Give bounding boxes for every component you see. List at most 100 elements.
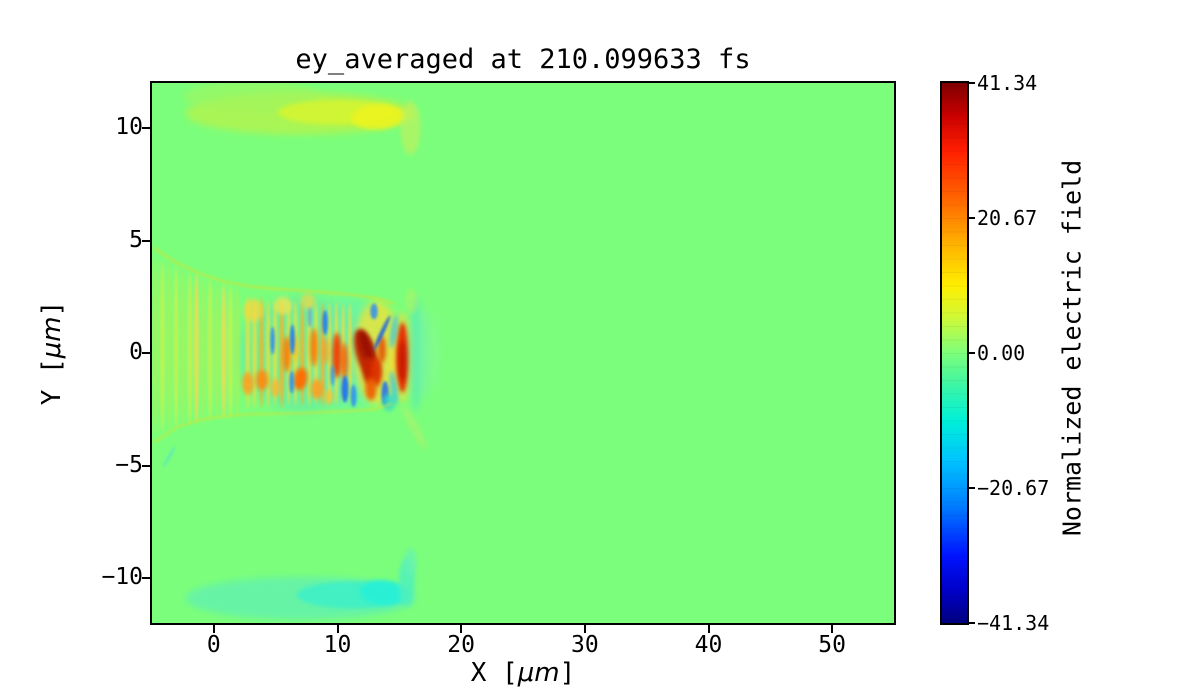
field-blob	[270, 378, 281, 397]
field-blob	[330, 365, 335, 386]
field-blob	[307, 306, 312, 328]
x-label-prefix: X [	[470, 658, 518, 688]
field-blob	[389, 371, 398, 405]
field-blob	[279, 300, 284, 409]
field-blob	[324, 389, 334, 405]
field-blob	[373, 315, 391, 351]
field-blob	[347, 303, 352, 403]
field-blob	[293, 367, 308, 391]
y-tick-mark	[142, 239, 150, 242]
field-blob	[377, 336, 387, 364]
x-tick-mark	[707, 625, 710, 633]
field-blob	[207, 278, 213, 421]
field-blob	[351, 104, 406, 130]
x-tick-label: 10	[323, 632, 352, 658]
x-tick-mark	[212, 625, 215, 633]
field-blob	[221, 283, 227, 419]
field-blob	[404, 547, 417, 577]
field-blob	[228, 285, 233, 419]
field-blob	[359, 580, 407, 606]
field-envelope-line	[153, 247, 396, 305]
y-label-prefix: Y [	[37, 358, 67, 406]
y-tick-label: 5	[129, 226, 143, 253]
y-tick-label: −5	[115, 451, 143, 478]
field-blob	[300, 302, 305, 406]
field-blob	[398, 340, 407, 382]
colorbar-tick-mark	[969, 217, 975, 219]
field-blob	[283, 336, 291, 373]
field-blob	[389, 314, 398, 349]
field-blob	[409, 294, 423, 412]
field-envelope-line	[153, 402, 393, 443]
colorbar-tick-mark	[969, 487, 975, 489]
field-blob	[341, 375, 349, 403]
field-blob	[242, 372, 254, 395]
field-blob	[327, 302, 332, 404]
x-axis-label: X [μm]	[152, 658, 894, 688]
x-tick-mark	[583, 625, 586, 633]
field-blob	[160, 260, 165, 432]
y-tick-label: 10	[115, 114, 143, 140]
field-blob	[166, 261, 172, 431]
field-blob	[310, 378, 324, 400]
field-blob	[194, 273, 199, 424]
field-blob	[162, 445, 176, 468]
x-label-unit: μm	[517, 658, 560, 688]
field-blob	[382, 394, 395, 411]
field-blob	[322, 310, 328, 335]
field-blob	[234, 286, 240, 418]
colorbar-tick-mark	[969, 352, 975, 354]
field-blob	[405, 288, 418, 314]
x-tick-mark	[460, 625, 463, 633]
x-tick-label: 50	[818, 632, 846, 658]
colorbar-tick-mark	[969, 622, 975, 624]
y-tick-mark	[142, 577, 150, 579]
field-blob	[289, 371, 295, 394]
y-tick-mark	[142, 127, 150, 129]
field-blob	[252, 300, 257, 409]
field-blob	[420, 305, 430, 401]
colorbar-tick-label: 0.00	[977, 341, 1026, 365]
field-blob	[255, 369, 269, 391]
colorbar-tick-mark	[969, 82, 975, 84]
field-blob	[431, 314, 439, 392]
field-blob	[214, 282, 220, 420]
field-blob	[332, 332, 342, 378]
y-tick-mark	[142, 464, 150, 467]
colorbar-tick-label: −41.34	[977, 611, 1050, 635]
field-blob	[350, 384, 357, 408]
field-blob	[322, 337, 329, 365]
x-tick-label: 20	[447, 632, 475, 658]
y-label-unit: μm	[37, 316, 67, 359]
field-blob	[365, 377, 377, 401]
field-blob	[270, 326, 275, 355]
x-tick-label: 0	[206, 632, 221, 658]
field-blob	[182, 83, 319, 113]
x-tick-label: 40	[694, 632, 723, 658]
field-blob	[274, 296, 292, 315]
field-blob	[289, 324, 295, 355]
colorbar-label: Normalized electric field	[1057, 159, 1087, 537]
field-blob	[340, 342, 348, 379]
field-blob	[310, 328, 318, 367]
y-tick-label: −10	[101, 564, 143, 590]
colorbar-tick-label: −20.67	[977, 476, 1050, 500]
x-label-suffix: ]	[559, 658, 576, 688]
plot-title: ey_averaged at 210.099633 fs	[295, 44, 751, 75]
field-blob	[401, 405, 427, 450]
colorbar-tick-label: 41.34	[977, 71, 1038, 95]
y-axis-label: Y [μm]	[37, 301, 67, 406]
field-blob	[180, 268, 186, 427]
colorbar	[942, 83, 967, 623]
field-blob	[200, 276, 206, 423]
y-tick-mark	[142, 352, 150, 354]
field-svg	[152, 83, 894, 623]
field-blob	[300, 293, 316, 310]
field-blob	[266, 300, 271, 409]
field-blob	[243, 299, 264, 322]
y-label-suffix: ]	[37, 300, 67, 317]
y-tick-label: 0	[129, 339, 143, 365]
x-tick-mark	[336, 625, 339, 633]
field-blob	[173, 266, 179, 429]
